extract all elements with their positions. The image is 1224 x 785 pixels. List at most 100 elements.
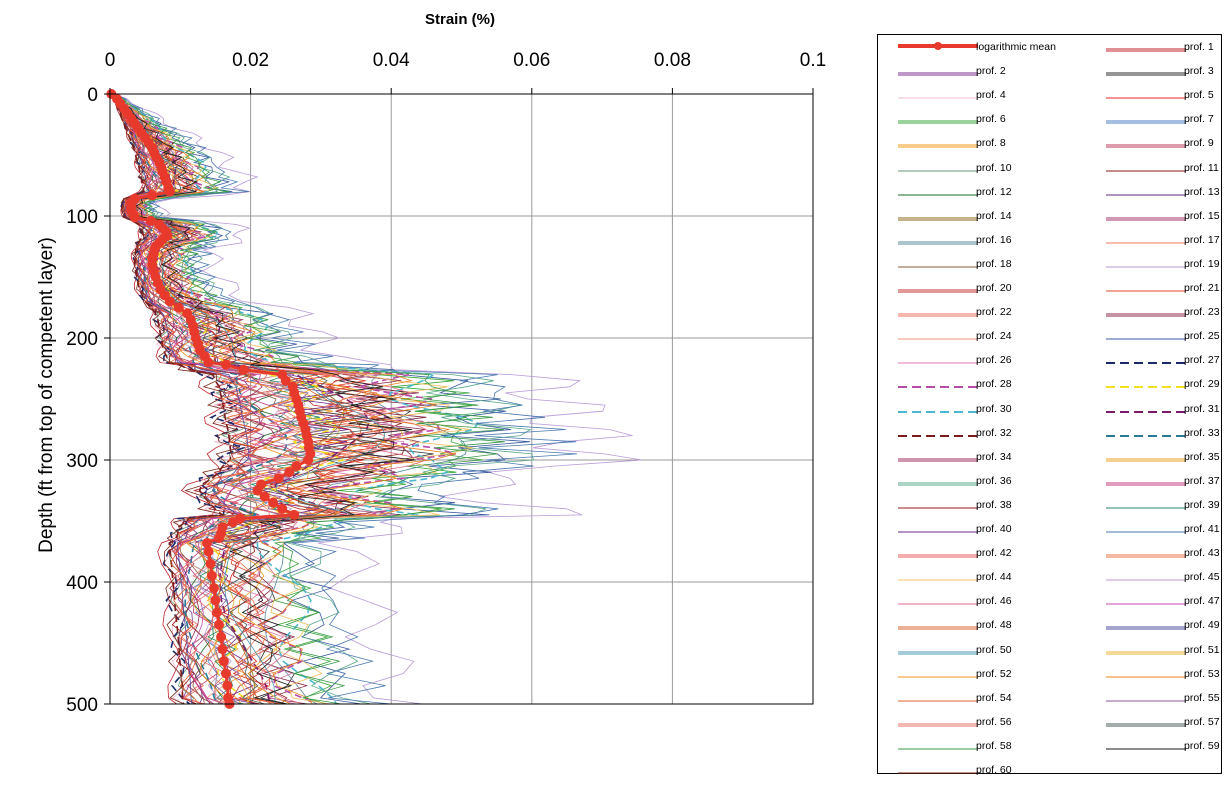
profile-series-line [110,93,261,705]
legend-swatch [898,676,978,678]
legend-label: prof. 58 [976,739,1012,752]
legend-label: prof. 4 [976,89,1006,102]
mean-point [147,190,158,201]
legend-label: prof. 9 [1184,137,1214,150]
mean-point [214,619,224,630]
mean-point [210,595,221,606]
legend-label: prof. 54 [976,691,1012,704]
y-tick-label: 300 [66,451,98,472]
legend-label: prof. 37 [1184,474,1220,487]
profile-series-group [110,93,643,705]
mean-point [145,215,156,226]
profile-series-line [110,93,241,705]
legend-swatch [898,748,978,750]
profile-series-line [110,93,298,705]
mean-point [202,538,212,548]
y-tick-label: 0 [87,85,98,106]
legend-swatch [898,338,978,340]
legend-swatch [1106,554,1186,558]
profile-series-line [110,93,288,705]
mean-point [252,485,263,496]
mean-point [203,357,214,368]
legend-swatch [1106,386,1186,389]
legend-label: prof. 6 [976,113,1006,126]
strain-depth-chart: Strain (%) Depth (ft from top of compete… [36,11,826,716]
legend-swatch [898,458,978,462]
legend-label: prof. 56 [976,715,1012,728]
mean-point [273,473,284,484]
legend-label: prof. 44 [976,571,1012,584]
mean-point [221,359,231,370]
legend-swatch [898,217,978,221]
legend-label: prof. 51 [1184,643,1220,656]
legend-label: prof. 12 [976,185,1012,198]
legend-swatch [1106,48,1186,52]
mean-point [289,509,300,520]
legend-swatch [1106,651,1186,654]
x-axis-title: Strain (%) [425,11,495,28]
legend-label: prof. 22 [976,306,1012,319]
mean-point [228,517,238,528]
legend-swatch [1106,531,1186,533]
mean-point [205,558,216,569]
legend-swatch [898,144,978,148]
legend-swatch [898,531,978,533]
mean-series-group [106,89,316,709]
mean-point [284,467,295,478]
legend-swatch [898,651,978,654]
legend-swatch [898,313,978,317]
legend-label: prof. 7 [1184,113,1214,126]
legend-label: prof. 29 [1184,378,1220,391]
mean-point [129,212,140,223]
legend-swatch [898,362,978,364]
legend-swatch [1106,579,1186,581]
legend-label: prof. 55 [1184,691,1220,704]
legend-swatch [898,266,978,268]
x-tick-label: 0.02 [232,50,269,71]
legend-label: prof. 23 [1184,306,1220,319]
legend-swatch [1106,242,1186,244]
mean-point [291,461,302,472]
mean-point [259,491,270,502]
x-tick-label: 0 [105,50,116,71]
legend-label: prof. 45 [1184,571,1220,584]
mean-point [206,570,217,581]
legend-swatch [898,626,978,630]
legend-swatch [898,772,978,774]
legend-swatch [898,482,978,486]
profile-series-line [112,93,578,705]
y-axis-title: Depth (ft from top of competent layer) [36,237,57,553]
x-tick-label: 0.1 [800,50,826,71]
legend-swatch [1106,338,1186,340]
legend-label: prof. 8 [976,137,1006,150]
x-tick-label: 0.08 [654,50,691,71]
legend-swatch [898,289,978,293]
profile-series-line [111,93,480,705]
profile-series-line [110,93,298,705]
legend-swatch [898,386,978,389]
profile-series-line [112,93,530,705]
profile-series-line [111,93,428,705]
mean-point [164,296,175,307]
legend-label: prof. 25 [1184,330,1220,343]
profile-series-line [111,93,376,705]
legend-swatch [1106,97,1186,99]
legend-label: prof. 49 [1184,619,1220,632]
legend-swatch [898,434,978,437]
legend-label: prof. 36 [976,474,1012,487]
legend-label: prof. 53 [1184,667,1220,680]
legend-swatch [898,170,978,171]
legend-swatch [1106,290,1186,292]
legend-swatch [1106,217,1186,221]
legend-label: prof. 10 [976,161,1012,174]
legend-label: prof. 46 [976,595,1012,608]
profile-series-line [113,93,643,705]
mean-point [277,503,288,514]
legend-label: prof. 21 [1184,282,1220,294]
profile-series-line [112,93,505,705]
legend-label: prof. 59 [1184,739,1220,752]
legend-label: prof. 20 [976,282,1012,294]
axis-ticks: 0 0.02 0.04 0.06 0.08 0.1 0 100 200 300 400 500 [66,50,826,716]
mean-point [222,680,233,691]
legend-swatch [1106,266,1186,268]
